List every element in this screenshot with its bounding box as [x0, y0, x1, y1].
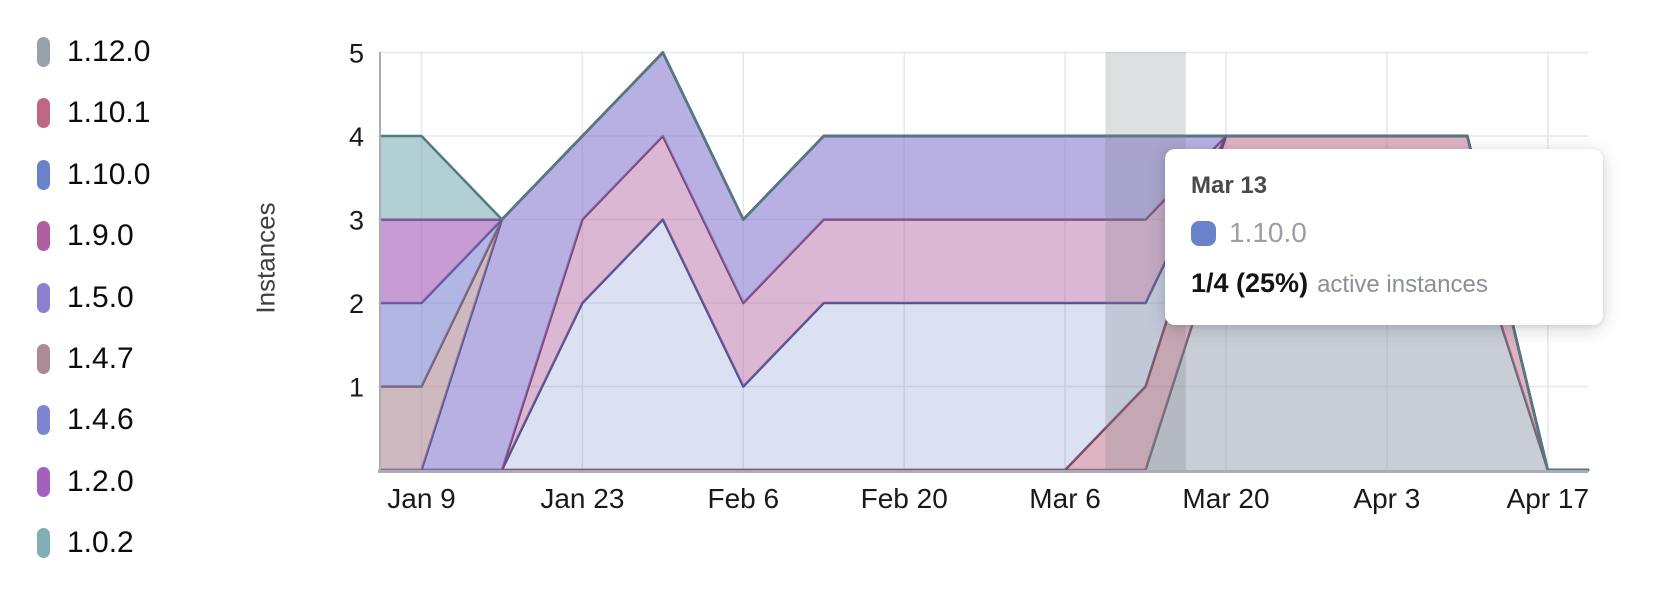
legend-swatch [37, 98, 50, 129]
legend-label: 1.4.7 [67, 342, 134, 375]
tooltip-series-row: 1.10.0 [1191, 217, 1577, 249]
legend-swatch [37, 37, 50, 67]
legend-label: 1.2.0 [67, 464, 134, 498]
legend-swatch [37, 344, 50, 374]
x-tick-label: Jan 9 [387, 483, 456, 514]
legend-swatch [37, 405, 50, 436]
legend-label: 1.10.1 [67, 96, 151, 130]
x-tick-label: Jan 23 [540, 483, 624, 514]
y-axis-title: Instances [250, 202, 281, 314]
legend-label: 1.9.0 [67, 219, 134, 253]
x-tick-label: Feb 6 [707, 483, 779, 514]
legend-swatch [37, 466, 50, 497]
x-tick-label: Apr 3 [1353, 483, 1420, 514]
tooltip-date: Mar 13 [1191, 172, 1268, 199]
area-1.9.0 [380, 136, 1588, 470]
y-tick-label: 3 [349, 206, 364, 236]
tooltip-series-swatch [1191, 220, 1216, 246]
y-tick-label: 2 [349, 289, 364, 319]
legend-label: 1.10.0 [67, 157, 151, 191]
legend-label: 1.4.6 [67, 403, 134, 437]
tooltip-value: 1/4 (25%) [1191, 268, 1309, 298]
area-1.5.0 [380, 52, 1588, 470]
legend-swatch [37, 528, 50, 559]
tooltip: Mar 13 1.10.0 1/4 (25%) active instances [1165, 149, 1603, 325]
legend-swatch [37, 221, 50, 252]
legend-swatch [37, 282, 50, 313]
legend-item-1.10.1[interactable]: 1.10.1 [37, 96, 150, 130]
tooltip-unit: active instances [1317, 271, 1488, 298]
x-tick-label: Feb 20 [861, 483, 948, 514]
legend-label: 1.5.0 [67, 280, 134, 314]
legend-item-1.4.7[interactable]: 1.4.7 [37, 342, 134, 376]
y-tick-label: 5 [349, 39, 364, 69]
legend-item-1.4.6[interactable]: 1.4.6 [37, 403, 134, 437]
legend-item-1.0.2[interactable]: 1.0.2 [37, 526, 134, 560]
tooltip-value-row: 1/4 (25%) active instances [1191, 268, 1577, 299]
line-1.0.2 [378, 51, 1590, 472]
x-tick-label: Apr 17 [1507, 483, 1590, 514]
tooltip-series-name: 1.10.0 [1229, 217, 1307, 248]
legend-item-1.12.0[interactable]: 1.12.0 [37, 35, 150, 69]
legend-item-1.10.0[interactable]: 1.10.0 [37, 158, 150, 192]
legend-item-1.5.0[interactable]: 1.5.0 [37, 281, 134, 315]
legend-swatch [37, 159, 50, 190]
x-tick-label: Mar 20 [1182, 483, 1269, 514]
y-tick-label: 4 [349, 122, 364, 152]
legend-item-1.2.0[interactable]: 1.2.0 [37, 465, 134, 499]
legend-item-1.9.0[interactable]: 1.9.0 [37, 219, 134, 253]
x-tick-label: Mar 6 [1029, 483, 1101, 514]
y-tick-label: 1 [349, 373, 364, 403]
legend: 1.12.0 1.10.1 1.10.0 1.9.0 1.5.0 1.4.7 1.4.6 1.… [0, 0, 300, 592]
legend-label: 1.0.2 [67, 526, 134, 560]
legend-label: 1.12.0 [67, 35, 151, 68]
